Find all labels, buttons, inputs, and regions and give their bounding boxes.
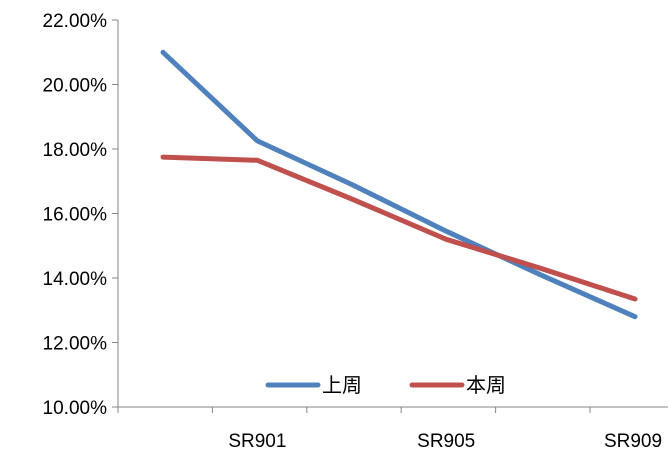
- legend: 上周 本周: [265, 374, 506, 397]
- series-line-1: [160, 49, 638, 320]
- y-tick-label: 22.00%: [43, 11, 108, 32]
- y-tick-label: 10.00%: [43, 398, 108, 419]
- series-lines: [160, 49, 638, 320]
- legend-label-2: 本周: [466, 374, 506, 397]
- x-tick-label: SR909: [604, 431, 662, 451]
- x-axis: SR901 SR905 SR909: [117, 406, 668, 452]
- y-tick-label: 14.00%: [43, 269, 108, 290]
- y-tick-label: 12.00%: [43, 334, 108, 355]
- legend-label-1: 上周: [322, 374, 362, 397]
- x-tick-label: SR901: [228, 431, 286, 451]
- x-tick-label: SR905: [417, 431, 475, 451]
- y-tick-label: 18.00%: [43, 140, 108, 161]
- y-tick-label: 16.00%: [43, 205, 108, 226]
- y-tick-label: 20.00%: [43, 76, 108, 97]
- series-line-2: [160, 154, 638, 302]
- y-axis: 10.00% 12.00% 14.00% 16.00% 18.00% 20.00% 22.0…: [43, 11, 119, 419]
